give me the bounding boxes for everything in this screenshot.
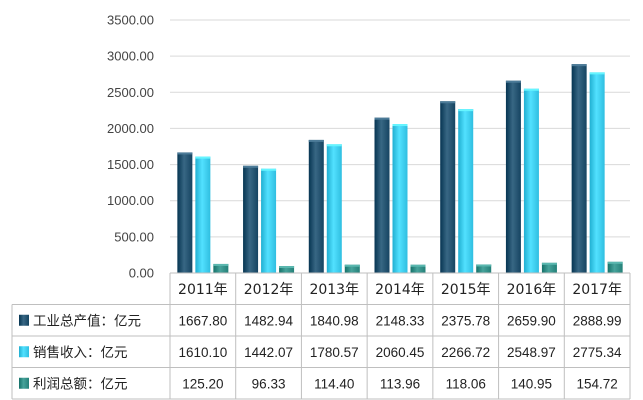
bar-1-6 — [505, 80, 521, 273]
category-label: 2017年 — [572, 282, 622, 298]
data-label: 1780.57 — [310, 345, 359, 360]
data-label: 2888.99 — [573, 313, 622, 328]
bar-cap — [505, 80, 521, 83]
bar-cap — [571, 64, 587, 67]
data-label: 2375.78 — [441, 313, 490, 328]
bar-1-5 — [440, 101, 456, 273]
y-tick-label: 1500.00 — [107, 157, 154, 172]
category-label: 2012年 — [244, 282, 294, 298]
bar-cap — [440, 101, 456, 104]
bar-1-3 — [308, 139, 324, 273]
data-label: 1667.80 — [178, 313, 227, 328]
y-tick-label: 1000.00 — [107, 193, 154, 208]
series-label: 销售收入：亿元 — [33, 345, 128, 361]
data-label: 2548.97 — [507, 345, 556, 360]
bar-2-2 — [261, 168, 277, 273]
bar-1-4 — [374, 117, 390, 274]
bar-cap — [541, 262, 557, 265]
bar-cap — [308, 139, 324, 142]
bar-cap — [374, 117, 390, 120]
bar-2-3 — [326, 144, 342, 273]
bar-1-1 — [177, 152, 193, 273]
category-label: 2015年 — [441, 282, 491, 298]
category-label: 2014年 — [375, 282, 425, 298]
data-label: 113.96 — [380, 376, 420, 391]
bar-1-7 — [571, 64, 587, 273]
legend-key — [19, 314, 29, 326]
bar-2-7 — [589, 72, 605, 273]
bar-cap — [261, 168, 277, 171]
y-tick-label: 2000.00 — [107, 121, 154, 136]
data-label: 118.06 — [446, 376, 486, 391]
bar-cap — [392, 124, 408, 127]
bar-2-4 — [392, 124, 408, 273]
data-label: 114.40 — [314, 376, 354, 391]
data-label: 1610.10 — [178, 345, 227, 360]
series-label: 利润总额：亿元 — [33, 376, 128, 392]
bar-3-5 — [476, 264, 492, 273]
data-label: 125.20 — [182, 376, 223, 391]
y-tick-label: 0.00 — [129, 266, 154, 281]
bar-cap — [195, 156, 211, 159]
bars — [177, 64, 623, 274]
bar-2-5 — [458, 109, 474, 273]
data-label: 1840.98 — [310, 313, 359, 328]
bar-cap — [607, 261, 623, 264]
category-label: 2016年 — [507, 282, 557, 298]
bar-cap — [523, 88, 539, 91]
bar-3-4 — [410, 264, 426, 273]
bar-3-1 — [213, 263, 229, 273]
data-table: 2011年 2012年 2013年 2014年 2015年 2016年 2017年工业总产值… — [11, 272, 631, 400]
bar-2-6 — [523, 88, 539, 273]
y-tick-label: 2500.00 — [107, 85, 154, 100]
data-label: 1442.07 — [244, 345, 293, 360]
bar-cap — [279, 266, 295, 269]
y-tick-label: 3500.00 — [107, 13, 154, 28]
data-label: 2148.33 — [376, 313, 425, 328]
data-label: 2060.45 — [376, 345, 425, 360]
legend-key — [19, 377, 29, 389]
bar-3-6 — [541, 262, 557, 273]
bar-1-2 — [243, 165, 259, 273]
bar-cap — [458, 109, 474, 112]
y-tick-label: 3000.00 — [107, 49, 154, 64]
bar-3-7 — [607, 261, 623, 273]
y-axis-ticks: 0.00 500.00 1000.00 1500.00 2000.00 2500.00 30… — [107, 13, 154, 281]
y-tick-label: 500.00 — [114, 229, 154, 244]
bar-cap — [410, 264, 426, 267]
series-label: 工业总产值：亿元 — [33, 313, 141, 329]
data-label: 154.72 — [576, 376, 617, 391]
data-label: 2266.72 — [441, 345, 490, 360]
data-label: 1482.94 — [244, 313, 293, 328]
bar-cap — [243, 165, 259, 168]
data-label: 2775.34 — [573, 345, 622, 360]
legend-key — [19, 346, 29, 358]
data-label: 96.33 — [252, 376, 286, 391]
bar-2-1 — [195, 156, 211, 273]
bar-cap — [589, 72, 605, 75]
bar-cap — [177, 152, 193, 155]
bar-cap — [344, 264, 360, 267]
data-label: 2659.90 — [507, 313, 556, 328]
bar-cap — [213, 263, 229, 266]
bar-3-3 — [344, 264, 360, 273]
bar-3-2 — [279, 266, 295, 273]
bar-cap — [326, 144, 342, 147]
bar-cap — [476, 264, 492, 267]
category-label: 2013年 — [309, 282, 359, 298]
category-label: 2011年 — [178, 282, 228, 298]
data-label: 140.95 — [511, 376, 552, 391]
